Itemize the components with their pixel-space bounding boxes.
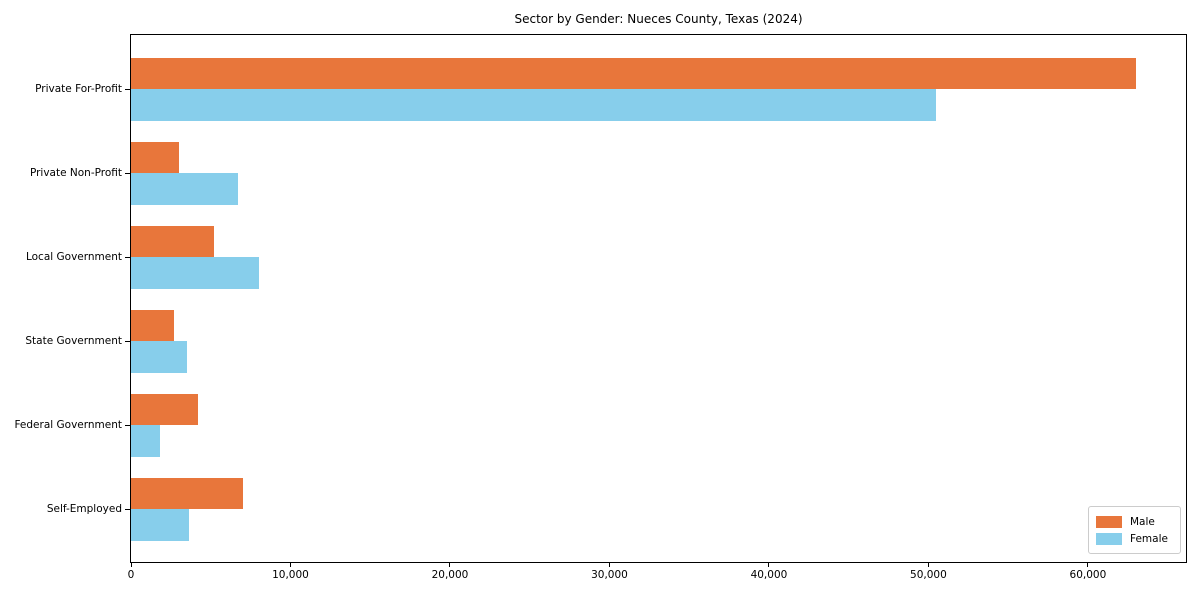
y-axis-label: State Government: [25, 334, 122, 347]
bar-female: [131, 257, 259, 289]
y-axis-tick: [125, 88, 130, 90]
y-axis-tick: [125, 256, 130, 258]
bar-female: [131, 173, 238, 205]
legend: Male Female: [1088, 506, 1181, 554]
bar-male: [131, 141, 179, 173]
bar-male: [131, 225, 214, 257]
x-axis-tick: [130, 563, 132, 567]
bar-male: [131, 393, 198, 425]
y-axis-tick: [125, 424, 130, 426]
x-axis-tick: [1087, 563, 1089, 567]
y-axis-tick: [125, 172, 130, 174]
bar-male: [131, 477, 243, 509]
legend-label-female: Female: [1130, 532, 1168, 545]
chart-title: Sector by Gender: Nueces County, Texas (…: [514, 12, 803, 26]
y-axis-label: Federal Government: [14, 418, 122, 431]
legend-swatch-female: [1096, 532, 1122, 545]
bar-female: [131, 425, 160, 457]
bar-female: [131, 509, 190, 541]
x-axis-tick-label: 60,000: [1069, 569, 1107, 581]
bar-male: [131, 309, 175, 341]
bar-female: [131, 89, 937, 121]
y-axis-label: Private For-Profit: [35, 82, 122, 95]
x-axis-tick-label: 0: [127, 569, 135, 581]
y-axis-tick: [125, 508, 130, 510]
x-axis-tick: [289, 563, 291, 567]
x-axis-tick-label: 40,000: [750, 569, 788, 581]
x-axis-tick-label: 20,000: [431, 569, 469, 581]
y-axis-label: Self-Employed: [46, 502, 122, 515]
bar-male: [131, 57, 1136, 89]
legend-swatch-male: [1096, 515, 1122, 528]
x-axis-tick: [449, 563, 451, 567]
y-axis-tick: [125, 340, 130, 342]
y-axis-label: Local Government: [25, 250, 122, 263]
x-axis-tick-label: 30,000: [591, 569, 628, 581]
legend-item-male: Male: [1096, 513, 1172, 530]
x-axis-tick: [768, 563, 770, 567]
plot-area: [130, 34, 1187, 563]
x-axis-tick: [608, 563, 610, 567]
x-axis-tick-label: 10,000: [272, 569, 309, 581]
x-axis-tick-label: 50,000: [910, 569, 947, 581]
bar-female: [131, 341, 187, 373]
y-axis-label: Private Non-Profit: [29, 166, 122, 179]
legend-item-female: Female: [1096, 530, 1172, 547]
x-axis-tick: [927, 563, 929, 567]
legend-label-male: Male: [1130, 515, 1155, 528]
